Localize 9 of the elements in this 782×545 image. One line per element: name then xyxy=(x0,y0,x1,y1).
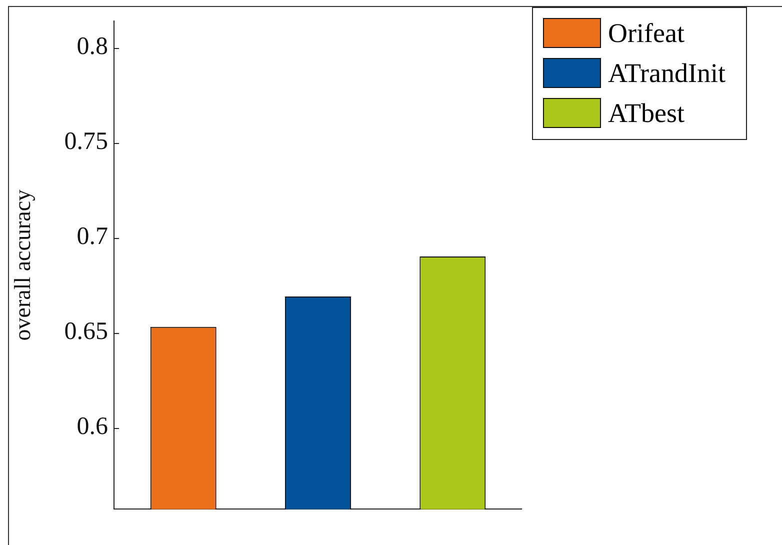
y-tick-label: 0.65 xyxy=(64,318,108,346)
legend-label: ATbest xyxy=(608,98,684,128)
legend-label: Orifeat xyxy=(608,18,684,48)
y-axis-title: overall accuracy xyxy=(10,188,35,341)
y-tick-label: 0.8 xyxy=(76,33,108,60)
y-tick-label: 0.75 xyxy=(64,128,108,156)
legend-label: ATrandInit xyxy=(608,58,726,88)
y-tick-label: 0.7 xyxy=(76,223,108,250)
y-tick-label: 0.6 xyxy=(76,413,108,440)
